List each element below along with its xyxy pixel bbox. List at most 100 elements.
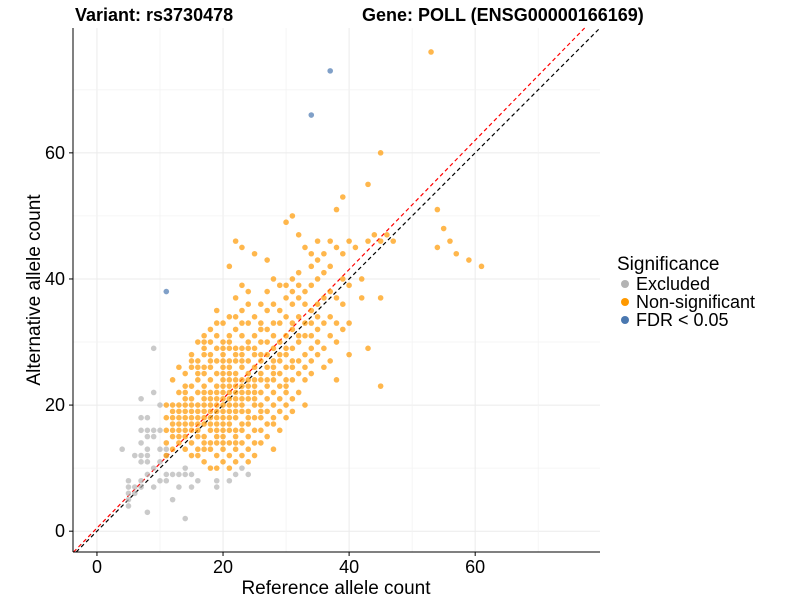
point-non-significant <box>220 446 226 453</box>
point-non-significant <box>213 440 220 446</box>
point-non-significant <box>232 408 239 415</box>
point-non-significant <box>220 402 226 408</box>
point-non-significant <box>232 427 239 434</box>
point-non-significant <box>270 446 277 453</box>
point-non-significant <box>207 339 214 345</box>
point-excluded <box>138 427 144 434</box>
point-non-significant <box>207 408 214 415</box>
point-non-significant <box>169 408 176 415</box>
point-non-significant <box>308 332 315 339</box>
point-excluded <box>188 471 195 478</box>
point-non-significant <box>251 395 258 402</box>
point-non-significant <box>251 389 258 396</box>
point-non-significant <box>195 421 201 427</box>
point-non-significant <box>295 232 302 238</box>
point-non-significant <box>245 383 252 389</box>
point-non-significant <box>176 389 182 396</box>
point-non-significant <box>390 238 397 244</box>
point-excluded <box>144 414 151 421</box>
point-non-significant <box>321 250 327 257</box>
point-non-significant <box>251 383 258 389</box>
point-non-significant <box>220 433 226 440</box>
point-non-significant <box>340 250 346 257</box>
point-non-significant <box>289 326 296 333</box>
point-non-significant <box>201 459 207 465</box>
point-non-significant <box>333 244 340 251</box>
point-non-significant <box>270 358 277 364</box>
point-non-significant <box>283 402 289 408</box>
point-excluded <box>144 446 151 453</box>
point-non-significant <box>239 440 245 446</box>
point-non-significant <box>232 313 239 320</box>
point-non-significant <box>226 383 233 389</box>
point-non-significant <box>264 383 270 389</box>
point-non-significant <box>270 377 277 383</box>
point-excluded <box>138 484 144 490</box>
point-non-significant <box>264 339 270 345</box>
point-non-significant <box>295 370 302 377</box>
point-non-significant <box>169 433 176 440</box>
chart-title-variant: Variant: rs3730478 <box>75 5 233 25</box>
point-non-significant <box>314 351 321 358</box>
point-excluded <box>150 433 157 440</box>
point-non-significant <box>258 377 264 383</box>
points <box>119 49 485 522</box>
point-non-significant <box>213 427 220 434</box>
point-non-significant <box>176 364 182 371</box>
point-non-significant <box>163 427 170 434</box>
point-non-significant <box>276 351 283 358</box>
ticks: 0 20 40 60 0 20 40 60 <box>45 143 485 577</box>
point-excluded <box>150 389 157 396</box>
point-non-significant <box>176 433 182 440</box>
point-non-significant <box>245 446 252 453</box>
point-non-significant <box>251 364 258 371</box>
point-fdr-0-05 <box>163 288 170 295</box>
point-non-significant <box>188 358 195 364</box>
point-non-significant <box>327 238 333 244</box>
point-excluded <box>138 477 144 484</box>
point-non-significant <box>289 408 296 415</box>
point-non-significant <box>295 282 302 289</box>
point-non-significant <box>289 213 296 219</box>
point-non-significant <box>302 351 308 358</box>
y-tick-label: 60 <box>45 143 65 163</box>
point-non-significant <box>182 446 189 453</box>
point-non-significant <box>201 364 207 371</box>
point-non-significant <box>239 402 245 408</box>
point-non-significant <box>239 351 245 358</box>
point-non-significant <box>195 414 201 421</box>
point-non-significant <box>264 364 270 371</box>
point-excluded <box>157 402 163 408</box>
point-non-significant <box>232 370 239 377</box>
point-non-significant <box>226 452 233 459</box>
point-excluded <box>144 433 151 440</box>
point-non-significant <box>270 276 277 282</box>
point-excluded <box>138 452 144 459</box>
point-non-significant <box>232 395 239 402</box>
legend-title: Significance <box>617 254 719 275</box>
point-non-significant <box>239 307 245 314</box>
point-non-significant <box>333 377 340 383</box>
point-non-significant <box>308 320 315 326</box>
point-non-significant <box>213 332 220 339</box>
point-non-significant <box>188 421 195 427</box>
point-non-significant <box>327 332 333 339</box>
point-non-significant <box>251 250 258 257</box>
point-non-significant <box>276 427 283 434</box>
point-non-significant <box>283 414 289 421</box>
point-excluded <box>144 427 151 434</box>
point-non-significant <box>195 402 201 408</box>
point-non-significant <box>188 414 195 421</box>
point-non-significant <box>232 389 239 396</box>
legend-label: FDR < 0.05 <box>636 310 729 330</box>
point-non-significant <box>176 402 182 408</box>
point-non-significant <box>245 408 252 415</box>
point-non-significant <box>258 358 264 364</box>
point-non-significant <box>182 395 189 402</box>
point-non-significant <box>283 351 289 358</box>
point-non-significant <box>327 313 333 320</box>
point-non-significant <box>182 408 189 415</box>
point-non-significant <box>195 433 201 440</box>
point-non-significant <box>239 408 245 415</box>
point-non-significant <box>213 383 220 389</box>
